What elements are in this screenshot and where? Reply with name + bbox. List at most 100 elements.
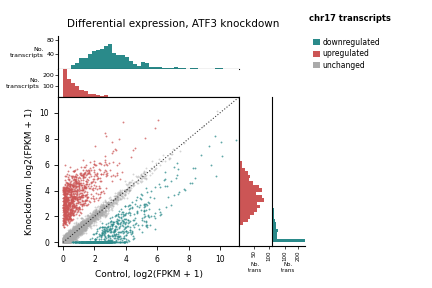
Point: [73, 207, 79, 212]
Point: [86, 215, 93, 220]
Point: [86, 182, 92, 187]
Point: [66, 220, 73, 224]
Point: [101, 162, 108, 167]
Point: [161, 178, 168, 183]
Point: [61, 238, 68, 242]
Point: [83, 220, 89, 225]
Point: [72, 240, 79, 245]
Point: [65, 239, 72, 244]
Point: [62, 237, 69, 242]
Point: [74, 196, 81, 201]
Point: [77, 228, 84, 233]
Point: [91, 161, 98, 166]
Point: [116, 193, 123, 198]
Point: [62, 237, 69, 242]
Point: [72, 234, 79, 238]
Point: [60, 239, 67, 244]
Bar: [239, 188, 263, 192]
Point: [91, 215, 98, 219]
Point: [60, 239, 67, 243]
Point: [72, 229, 79, 233]
Point: [71, 232, 78, 237]
Point: [106, 204, 113, 208]
Point: [62, 239, 69, 244]
Point: [86, 240, 92, 245]
Point: [60, 240, 67, 245]
Point: [71, 231, 78, 235]
Point: [72, 226, 79, 231]
Point: [63, 238, 70, 243]
Point: [61, 197, 68, 202]
Point: [80, 223, 87, 227]
Point: [114, 217, 121, 222]
Point: [65, 237, 72, 242]
Point: [70, 234, 77, 238]
Point: [83, 177, 90, 181]
Point: [97, 218, 104, 223]
Point: [74, 235, 81, 240]
Point: [60, 237, 67, 242]
Point: [66, 238, 73, 242]
Point: [191, 176, 198, 181]
Point: [72, 236, 79, 240]
Point: [62, 239, 69, 243]
Point: [73, 232, 79, 237]
Point: [130, 234, 137, 238]
Point: [66, 216, 73, 221]
Point: [152, 211, 159, 215]
Point: [79, 226, 86, 231]
Point: [79, 223, 86, 227]
X-axis label: No.
trans: No. trans: [281, 262, 295, 273]
Point: [67, 232, 73, 236]
Point: [70, 229, 77, 234]
Point: [60, 222, 67, 226]
Point: [102, 203, 108, 207]
Point: [60, 239, 67, 243]
Point: [67, 238, 73, 242]
Point: [84, 240, 91, 245]
Point: [80, 219, 87, 224]
Point: [65, 234, 72, 239]
Point: [116, 190, 123, 195]
Point: [73, 229, 80, 234]
Point: [62, 217, 69, 221]
Point: [100, 211, 107, 215]
Point: [64, 237, 71, 242]
Point: [82, 220, 89, 225]
Point: [61, 186, 68, 191]
Point: [143, 173, 149, 177]
Point: [108, 240, 115, 245]
Point: [141, 168, 148, 173]
Point: [62, 202, 69, 206]
Point: [79, 221, 86, 226]
Point: [112, 226, 119, 231]
Point: [111, 197, 118, 201]
Point: [63, 237, 70, 241]
Point: [68, 230, 75, 234]
Point: [96, 208, 103, 213]
Point: [125, 219, 132, 224]
Point: [81, 228, 88, 233]
Point: [82, 222, 89, 227]
Point: [67, 233, 74, 238]
Point: [79, 175, 86, 179]
Point: [66, 192, 73, 196]
Point: [67, 187, 73, 191]
Point: [61, 240, 68, 245]
Point: [62, 198, 69, 203]
Bar: [182, 68, 186, 69]
Point: [65, 185, 72, 190]
Point: [67, 234, 74, 239]
Point: [141, 208, 148, 212]
Point: [135, 223, 142, 228]
Point: [116, 190, 123, 195]
Point: [63, 190, 70, 195]
Point: [138, 173, 145, 177]
Point: [62, 231, 69, 236]
Point: [73, 237, 80, 241]
Point: [61, 240, 68, 245]
Point: [67, 211, 74, 216]
Point: [96, 240, 103, 245]
Point: [65, 240, 72, 245]
Point: [65, 236, 72, 241]
